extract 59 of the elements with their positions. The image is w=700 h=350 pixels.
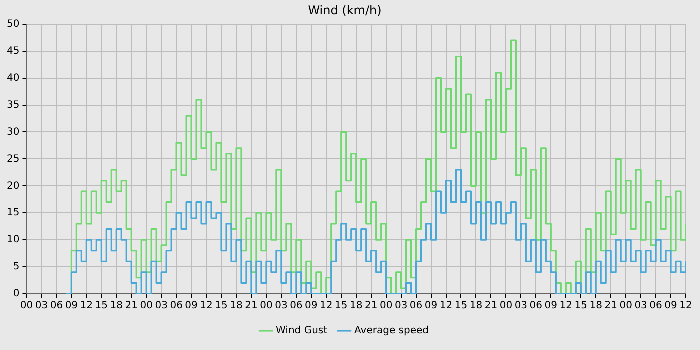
x-tick-label: 09 — [544, 300, 558, 312]
x-tick-label: 03 — [514, 300, 528, 312]
x-tick-label: 21 — [604, 300, 618, 312]
x-tick-label: 03 — [394, 300, 408, 312]
x-tick-label: 15 — [574, 300, 588, 312]
x-tick-label: 09 — [424, 300, 438, 312]
y-tick-label: 35 — [6, 100, 20, 111]
x-tick-label: 06 — [50, 300, 64, 312]
x-tick-label: 06 — [170, 300, 183, 312]
x-tick-label: 18 — [350, 300, 363, 312]
x-tick-label: 09 — [664, 300, 678, 312]
y-tick-label: 25 — [6, 154, 20, 165]
legend-label: Wind Gust — [276, 326, 328, 337]
x-tick-label: 15 — [454, 300, 468, 312]
x-tick-label: 03 — [155, 300, 168, 312]
x-tick-label: 12 — [560, 300, 572, 312]
x-tick-label: 03 — [275, 300, 288, 312]
x-tick-label: 03 — [634, 300, 648, 312]
x-tick-label: 06 — [290, 300, 303, 312]
x-tick-label: 00 — [20, 300, 34, 312]
x-tick-label: 12 — [200, 300, 213, 312]
y-tick-label: 0 — [13, 288, 20, 300]
x-tick-label: 12 — [320, 300, 333, 312]
legend-label: Average speed — [354, 326, 429, 337]
x-tick-label: 15 — [335, 300, 348, 312]
x-tick-label: 00 — [380, 300, 393, 312]
x-tick-label: 00 — [140, 300, 153, 312]
x-tick-label: 06 — [410, 300, 423, 312]
x-tick-label: 09 — [65, 300, 78, 312]
x-tick-label: 21 — [484, 300, 498, 312]
x-tick-label: 21 — [125, 300, 138, 312]
x-tick-label: 18 — [230, 300, 243, 312]
x-tick-label: 15 — [95, 300, 108, 312]
x-tick-label: 18 — [470, 300, 483, 312]
x-tick-label: 00 — [260, 300, 273, 312]
x-tick-label: 00 — [620, 300, 632, 312]
x-tick-label: 00 — [500, 300, 513, 312]
y-tick-label: 30 — [6, 126, 20, 138]
y-tick-label: 45 — [6, 46, 20, 57]
x-tick-label: 18 — [590, 300, 602, 312]
y-tick-label: 5 — [13, 262, 20, 273]
x-tick-label: 09 — [305, 300, 318, 312]
x-tick-label: 12 — [680, 300, 692, 312]
y-tick-label: 15 — [6, 208, 20, 219]
y-tick-label: 40 — [6, 72, 20, 84]
y-tick-label: 20 — [6, 180, 20, 192]
chart-title: Wind (km/h) — [308, 3, 382, 18]
x-tick-label: 21 — [364, 300, 378, 312]
x-tick-label: 18 — [110, 300, 123, 312]
x-tick-label: 15 — [215, 300, 228, 312]
x-tick-label: 06 — [530, 300, 543, 312]
x-tick-label: 09 — [185, 300, 198, 312]
y-tick-label: 10 — [6, 234, 20, 246]
y-tick-label: 50 — [6, 18, 20, 30]
x-tick-label: 06 — [650, 300, 662, 312]
x-tick-label: 12 — [440, 300, 453, 312]
x-tick-label: 03 — [35, 300, 48, 312]
x-tick-label: 21 — [245, 300, 258, 312]
x-tick-label: 12 — [80, 300, 94, 312]
